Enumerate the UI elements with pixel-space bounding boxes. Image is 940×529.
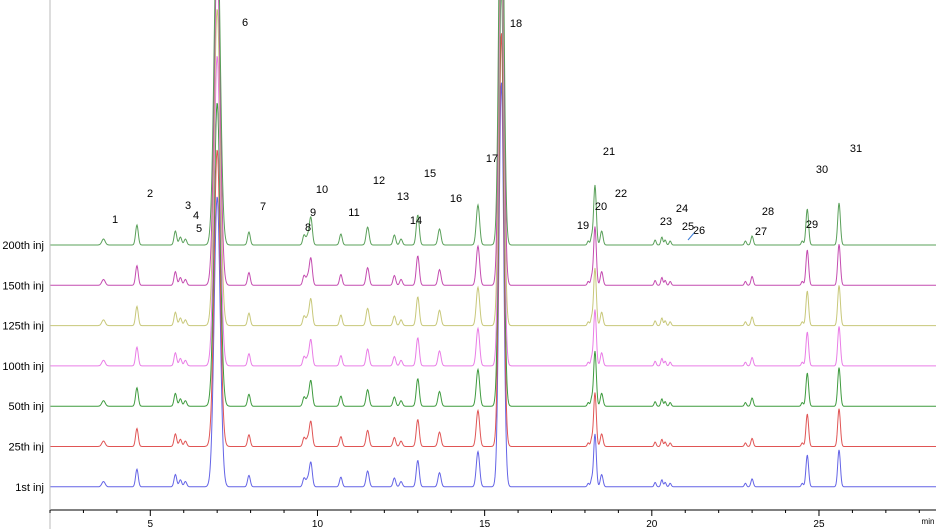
- peak-label: 25: [682, 221, 694, 233]
- peak-label: 16: [450, 193, 462, 205]
- x-tick-label: 5: [148, 519, 154, 529]
- trace-label: 200th inj: [2, 240, 44, 252]
- peak-label: 23: [660, 216, 672, 228]
- trace-line: [50, 0, 936, 367]
- peak-label: 6: [242, 17, 248, 29]
- trace-label: 150th inj: [2, 280, 44, 292]
- peak-label: 3: [185, 200, 191, 212]
- peak-label: 20: [595, 201, 607, 213]
- peak-label: 15: [424, 168, 436, 180]
- peak-label: 14: [410, 215, 422, 227]
- peak-label: 30: [816, 164, 828, 176]
- peak-label: 4: [193, 210, 199, 222]
- peak-label: 19: [577, 220, 589, 232]
- peak-label: 10: [316, 184, 328, 196]
- trace-line: [50, 0, 936, 327]
- trace-line: [50, 33, 936, 448]
- peak-label: 17: [486, 153, 498, 165]
- peak-label: 24: [676, 203, 688, 215]
- trace-line: [50, 0, 936, 407]
- x-tick-label: 25: [813, 519, 825, 529]
- trace-line: [50, 0, 936, 286]
- peak-label: 29: [806, 219, 818, 231]
- x-tick-label: 10: [312, 519, 324, 529]
- peak-label: 28: [762, 206, 774, 218]
- x-tick-label: 20: [646, 519, 658, 529]
- peak-label: 8: [305, 222, 311, 234]
- peak-label: 18: [510, 18, 522, 30]
- trace-label: 25th inj: [9, 442, 44, 454]
- peak-label: 22: [615, 188, 627, 200]
- peak-label: 1: [112, 214, 118, 226]
- peak-label: 21: [603, 146, 615, 158]
- trace-label: 100th inj: [2, 361, 44, 373]
- trace-line: [50, 0, 936, 246]
- peak-labels: 1234567891011121314151617181920212223242…: [112, 17, 862, 241]
- chromatogram-traces: [50, 0, 936, 488]
- peak-leader-line: [687, 232, 695, 241]
- peak-label: 27: [755, 226, 767, 238]
- peak-label: 2: [147, 188, 153, 200]
- peak-label: 31: [850, 143, 862, 155]
- peak-label: 11: [348, 207, 359, 219]
- trace-label: 125th inj: [2, 321, 44, 333]
- x-ticks: 5 10 15 20 25: [49, 510, 920, 529]
- peak-label: 7: [260, 201, 266, 213]
- x-tick-label: 15: [479, 519, 491, 529]
- peak-label: 9: [310, 207, 316, 219]
- trace-label: 50th inj: [9, 401, 44, 413]
- x-axis-unit: min: [922, 517, 935, 526]
- trace-label: 1st inj: [15, 482, 44, 494]
- peak-label: 26: [693, 225, 705, 237]
- x-axis: 5 10 15 20 25 min: [49, 0, 936, 529]
- peak-label: 12: [373, 175, 385, 187]
- trace-labels: 1st inj 25th inj 50th inj 100th inj 125th in…: [2, 240, 44, 494]
- peak-label: 5: [196, 223, 202, 235]
- peak-label: 13: [397, 191, 409, 203]
- trace-line: [50, 82, 936, 488]
